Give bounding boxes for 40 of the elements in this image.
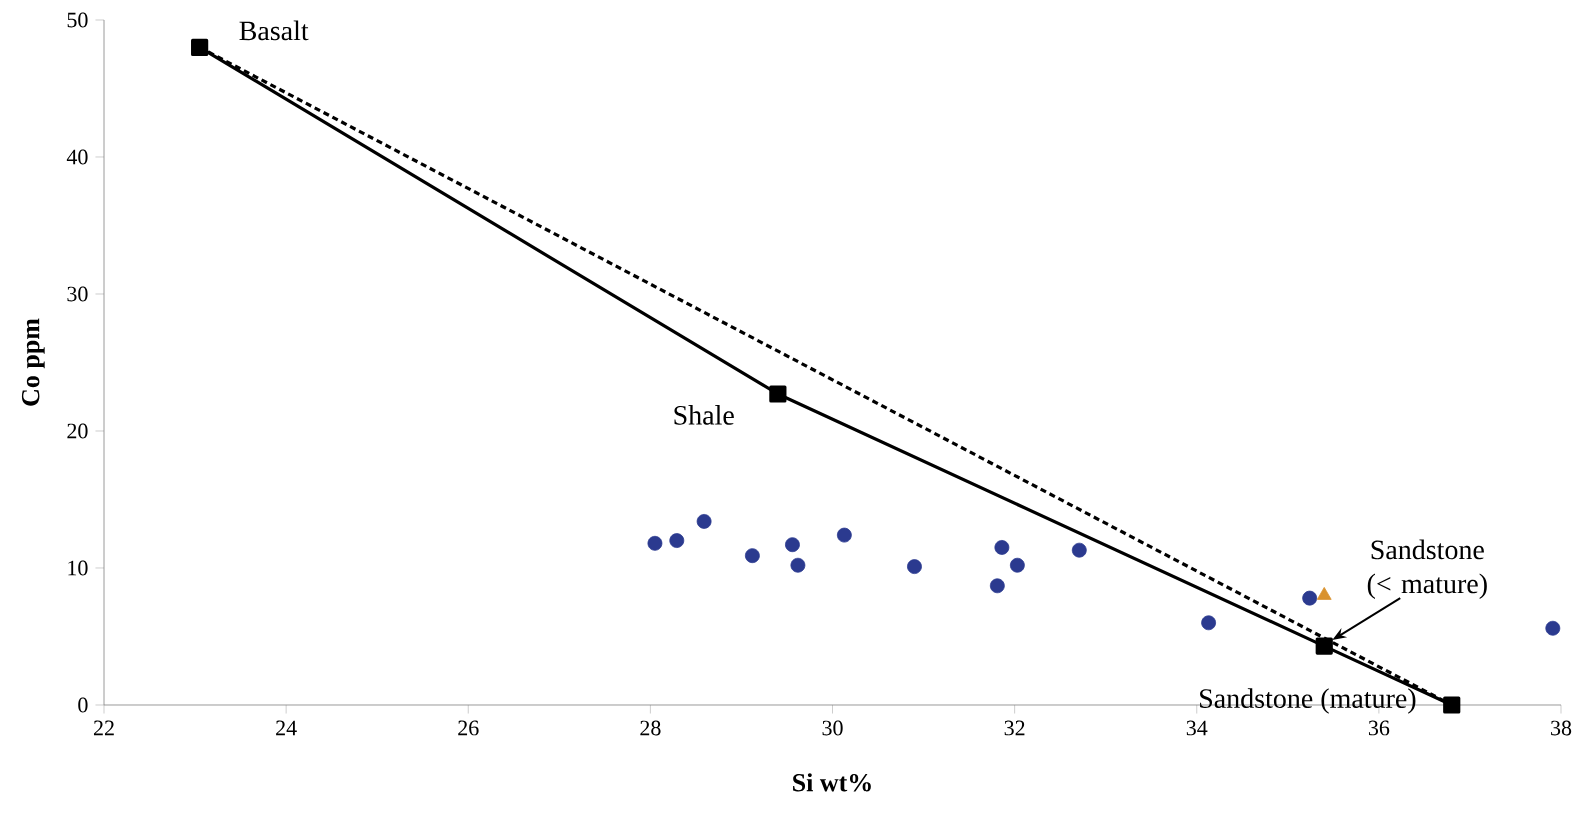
- y-tick-label: 50: [67, 12, 88, 28]
- x-tick-label: 38: [1551, 720, 1572, 736]
- point: [769, 385, 787, 403]
- x-tick-label: 22: [93, 720, 114, 736]
- point: [1009, 557, 1025, 573]
- point: [907, 559, 922, 575]
- y-tick-label: 40: [66, 149, 88, 165]
- x-tick-label: 32: [1004, 720, 1025, 736]
- x-tick-label: 26: [458, 720, 479, 736]
- y-tick-label: 0: [78, 697, 88, 713]
- point: [785, 537, 800, 553]
- annotation: Sandstone (< mature): [1367, 539, 1487, 600]
- x-tick-label: 34: [1186, 720, 1208, 736]
- y-tick-label: 10: [68, 560, 88, 576]
- x-tick-label: 24: [276, 720, 297, 736]
- point: [669, 533, 685, 548]
- point: [744, 548, 760, 564]
- point: [191, 38, 209, 56]
- point: [696, 514, 712, 529]
- y-tick-label: 20: [67, 423, 88, 439]
- point: [994, 540, 1010, 555]
- x-tick-label: 28: [640, 720, 661, 736]
- point: [647, 535, 663, 551]
- point: [1302, 590, 1318, 606]
- x-tick-label: 36: [1368, 720, 1390, 736]
- point: [836, 527, 852, 543]
- point: [1545, 620, 1561, 636]
- x-axis-title: Si wt%: [793, 773, 871, 792]
- annotation: Sandstone (mature): [1200, 688, 1416, 714]
- point: [1315, 637, 1333, 655]
- annotation: Shale: [674, 405, 734, 425]
- x-tick-label: 30: [822, 720, 843, 736]
- point: [790, 557, 806, 573]
- y-tick-label: 30: [67, 286, 88, 302]
- point: [1201, 615, 1216, 631]
- point: [1443, 696, 1461, 714]
- point: [989, 578, 1005, 594]
- y-axis-title: Co ppm: [21, 318, 45, 406]
- annotation: Basalt: [239, 20, 309, 41]
- point: [1071, 542, 1087, 558]
